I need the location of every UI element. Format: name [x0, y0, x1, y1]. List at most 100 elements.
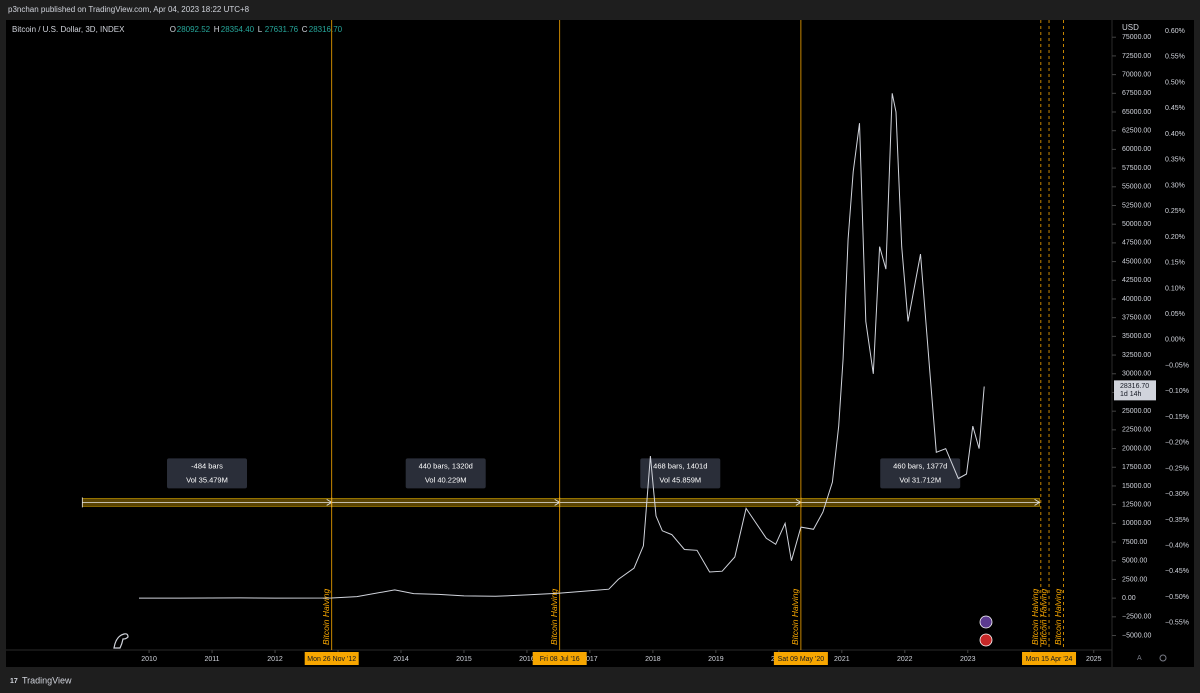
y-tick-label: 47500.00	[1122, 240, 1151, 247]
price-line	[139, 93, 985, 599]
logo: A	[113, 615, 1167, 662]
y-tick-label: 70000.00	[1122, 71, 1151, 78]
y-tick-label: −2500.00	[1122, 614, 1151, 621]
y2-tick-label: −0.25%	[1165, 465, 1189, 472]
y2-tick-label: 0.25%	[1165, 208, 1185, 215]
ohlc-value: 28354.40	[221, 25, 255, 34]
y2-tick-label: 0.50%	[1165, 79, 1185, 86]
halving-label: Bitcoin Halving	[1038, 589, 1048, 645]
last-price-label: 28316.70	[1120, 383, 1149, 390]
y-tick-label: 67500.00	[1122, 90, 1151, 97]
last-price-countdown: 1d 14h	[1120, 391, 1142, 398]
x-tick-label: 2014	[393, 656, 409, 663]
halving-label: Bitcoin Halving	[549, 589, 559, 645]
measure-box	[405, 458, 486, 489]
measure-arrow	[1034, 499, 1041, 506]
halving-label: Bitcoin Halving	[790, 589, 800, 645]
y-tick-label: −5000.00	[1122, 632, 1151, 639]
ohlc-value: 27631.76	[265, 25, 299, 34]
y-tick-label: 7500.00	[1122, 539, 1147, 546]
measure-bars: 440 bars, 1320d	[419, 461, 473, 470]
x-tick-label: 2011	[205, 656, 220, 663]
y-tick-label: 35000.00	[1122, 333, 1151, 340]
ohlc-key: O	[170, 25, 176, 34]
x-tick-label: 2017	[582, 656, 598, 663]
y2-tick-label: −0.20%	[1165, 440, 1189, 447]
y-tick-label: 57500.00	[1122, 165, 1151, 172]
ohlc-key: H	[214, 25, 220, 34]
date-label: Sat 09 May '20	[778, 656, 825, 663]
y2-tick-label: 0.00%	[1165, 337, 1185, 344]
y-tick-label: 40000.00	[1122, 296, 1151, 303]
currency-label: USD	[1122, 23, 1139, 32]
chart-area	[6, 20, 1194, 667]
y-tick-label: 5000.00	[1122, 558, 1147, 565]
measure-bars: 468 bars, 1401d	[653, 461, 707, 470]
y2-tick-label: −0.10%	[1165, 388, 1189, 395]
halving-label: Bitcoin Halving	[1030, 589, 1040, 645]
measure-volume: Vol 31.712M	[899, 475, 941, 484]
x-tick-label: 2015	[456, 656, 472, 663]
x-tick-label: 2012	[267, 656, 283, 663]
y-tick-label: 62500.00	[1122, 128, 1151, 135]
measure-bars: -484 bars	[191, 461, 223, 470]
y-tick-label: 32500.00	[1122, 352, 1151, 359]
ohlc-value: 28092.52	[177, 25, 211, 34]
y2-tick-label: 0.10%	[1165, 285, 1185, 292]
y2-tick-label: −0.30%	[1165, 491, 1189, 498]
y2-tick-label: −0.35%	[1165, 517, 1189, 524]
date-label: Fri 08 Jul '16	[540, 656, 580, 663]
y-tick-label: 65000.00	[1122, 109, 1151, 116]
svg-text:A: A	[1137, 655, 1142, 662]
x-tick-label: 2023	[960, 656, 976, 663]
halving-label: Bitcoin Halving	[321, 589, 331, 645]
measure-box	[880, 458, 961, 489]
y2-tick-label: −0.55%	[1165, 620, 1189, 627]
y-tick-label: 25000.00	[1122, 408, 1151, 415]
ohlc-key: C	[302, 25, 308, 34]
date-label-box	[1022, 652, 1077, 665]
y-tick-label: 10000.00	[1122, 520, 1151, 527]
x-tick-label: 2019	[708, 656, 724, 663]
y2-tick-label: 0.35%	[1165, 157, 1185, 164]
y-tick-label: 37500.00	[1122, 315, 1151, 322]
measure-box	[640, 458, 721, 489]
measure-volume: Vol 40.229M	[425, 475, 467, 484]
x-tick-label: 2025	[1086, 656, 1102, 663]
y-tick-label: 60000.00	[1122, 146, 1151, 153]
ohlc-value: 28316.70	[309, 25, 343, 34]
y-tick-label: 15000.00	[1122, 483, 1151, 490]
y2-tick-label: 0.05%	[1165, 311, 1185, 318]
footer-logo-mark: 17	[10, 678, 18, 685]
y-tick-label: 12500.00	[1122, 501, 1151, 508]
y-tick-label: 50000.00	[1122, 221, 1151, 228]
y2-tick-label: 0.55%	[1165, 54, 1185, 61]
y2-tick-label: 0.30%	[1165, 182, 1185, 189]
y2-tick-label: −0.15%	[1165, 414, 1189, 421]
y-tick-label: 52500.00	[1122, 202, 1151, 209]
y2-tick-label: 0.20%	[1165, 234, 1185, 241]
y2-tick-label: −0.05%	[1165, 362, 1189, 369]
y-tick-label: 2500.00	[1122, 576, 1147, 583]
measure-volume: Vol 35.479M	[186, 475, 228, 484]
date-label: Mon 15 Apr '24	[1026, 656, 1073, 663]
x-tick-label: 2021	[834, 656, 850, 663]
y-tick-label: 42500.00	[1122, 277, 1151, 284]
footer-brand: TradingView	[22, 675, 72, 685]
x-tick-label: 2018	[645, 656, 661, 663]
y2-tick-label: −0.40%	[1165, 543, 1189, 550]
y-tick-label: 45000.00	[1122, 258, 1151, 265]
ohlc-key: L	[258, 25, 263, 34]
x-tick-label: 2010	[141, 656, 157, 663]
y2-tick-label: 0.15%	[1165, 260, 1185, 267]
y2-tick-label: 0.40%	[1165, 131, 1185, 138]
date-label-box	[304, 652, 359, 665]
x-tick-label: 2022	[897, 656, 913, 663]
y-tick-label: 55000.00	[1122, 184, 1151, 191]
y-tick-label: 75000.00	[1122, 34, 1151, 41]
y-tick-label: 17500.00	[1122, 464, 1151, 471]
publisher-header: p3nchan published on TradingView.com, Ap…	[8, 5, 250, 14]
y-tick-label: 20000.00	[1122, 445, 1151, 452]
chart-title: Bitcoin / U.S. Dollar, 3D, INDEX	[12, 25, 125, 34]
